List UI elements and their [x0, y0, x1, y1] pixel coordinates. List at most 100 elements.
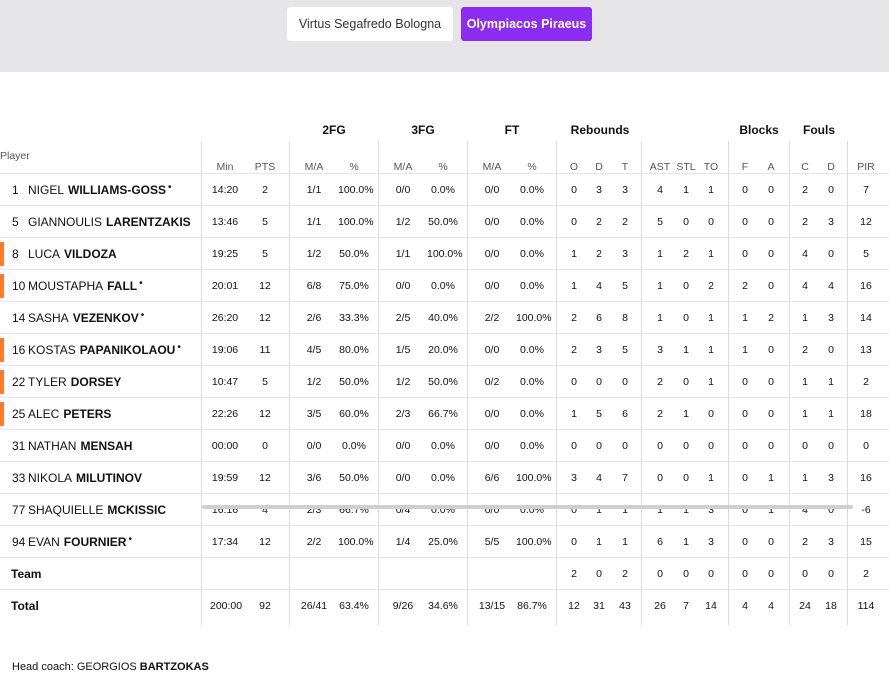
player-name[interactable]: 33 NIKOLA MILUTINOV — [12, 462, 142, 494]
cell-ft: 2/2 — [484, 312, 500, 324]
cell-ftp: 0.0% — [520, 376, 544, 388]
cell-fg2: 2/6 — [306, 312, 322, 324]
player-number: 25 — [12, 407, 26, 421]
player-firstname: NIKOLA — [28, 471, 73, 485]
col-reb-o[interactable]: O — [569, 161, 579, 173]
cell-pir: 2 — [863, 376, 869, 388]
table-row[interactable]: 22 TYLER DORSEY 10:47 5 1/2 50.0% 1/2 50.0% 0/2 0.… — [0, 365, 889, 397]
player-name[interactable]: 1 NIGEL WILLIAMS-GOSS • — [12, 174, 172, 206]
player-lastname: LARENTZAKIS — [106, 215, 191, 229]
cell-pts: 5 — [262, 376, 268, 388]
cell-ba: 0 — [768, 440, 774, 452]
cell-to: 1 — [708, 472, 714, 484]
tab-virtus-bologna[interactable]: Virtus Segafredo Bologna — [287, 7, 453, 41]
cell-pir: 13 — [860, 344, 872, 356]
table-row[interactable]: 25 ALEC PETERS 22:26 12 3/5 60.0% 2/3 66.7% 0/0 0.… — [0, 397, 889, 429]
cell-ftp — [516, 558, 548, 590]
col-ft-ma[interactable]: M/A — [482, 161, 502, 173]
cell-bf: 0 — [742, 248, 748, 260]
cell-stl: 0 — [683, 440, 689, 452]
divider — [847, 141, 848, 625]
cell-fd: 3 — [828, 536, 834, 548]
col-3fg-ma[interactable]: M/A — [393, 161, 413, 173]
col-min[interactable]: Min — [216, 161, 234, 173]
player-lastname: WILLIAMS-GOSS — [68, 183, 167, 197]
player-name[interactable]: 10 MOUSTAPHA FALL • — [12, 270, 143, 302]
cell-fd: 18 — [825, 600, 837, 612]
cell-to: 2 — [708, 280, 714, 292]
player-name[interactable]: 77 SHAQUIELLE MCKISSIC — [12, 494, 166, 526]
player-name[interactable]: 22 TYLER DORSEY — [12, 366, 121, 398]
cell-pir: 2 — [863, 568, 869, 580]
table-row[interactable]: 1 NIGEL WILLIAMS-GOSS • 14:20 2 1/1 100.0% 0/0 0.… — [0, 173, 889, 205]
cell-fc: 4 — [802, 504, 808, 516]
col-blk-f[interactable]: F — [741, 161, 749, 173]
cell-t: 5 — [622, 280, 628, 292]
cell-ft: 0/0 — [484, 504, 500, 516]
col-pir[interactable]: PIR — [857, 161, 875, 173]
cell-fg3 — [387, 558, 419, 590]
cell-fd: 0 — [828, 568, 834, 580]
table-row[interactable]: 5 GIANNOULIS LARENTZAKIS 13:46 5 1/1 100.0% 1/2… — [0, 205, 889, 237]
table-row[interactable]: 94 EVAN FOURNIER • 17:34 12 2/2 100.0% 1/4 25.0% 5… — [0, 525, 889, 557]
cell-ast: 4 — [657, 184, 663, 196]
table-row[interactable]: 33 NIKOLA MILUTINOV 19:59 12 3/6 50.0% 0/0 0.0% 6… — [0, 461, 889, 493]
col-fouls-c[interactable]: C — [801, 161, 809, 173]
col-3fg-pct[interactable]: % — [438, 161, 448, 173]
player-name[interactable]: 16 KOSTAS PAPANIKOLAOU • — [12, 334, 181, 366]
cell-ftp: 0.0% — [520, 504, 544, 516]
player-name[interactable]: 5 GIANNOULIS LARENTZAKIS — [12, 206, 191, 238]
group-rebounds: Rebounds — [570, 123, 630, 137]
cell-min: 10:47 — [211, 376, 239, 388]
cell-pir: 18 — [860, 408, 872, 420]
col-ast[interactable]: AST — [649, 161, 671, 173]
col-ft-pct[interactable]: % — [527, 161, 537, 173]
player-firstname: NATHAN — [28, 439, 77, 453]
col-2fg-ma[interactable]: M/A — [304, 161, 324, 173]
cell-fg3: 1/5 — [395, 344, 411, 356]
col-to[interactable]: TO — [703, 161, 719, 173]
cell-fg2 — [298, 558, 330, 590]
table-row[interactable]: 10 MOUSTAPHA FALL • 20:01 12 6/8 75.0% 0/0 0.0% 0/… — [0, 269, 889, 301]
player-lastname: PETERS — [63, 407, 112, 421]
col-reb-t[interactable]: T — [621, 161, 629, 173]
horizontal-scrollbar[interactable] — [202, 505, 853, 509]
cell-pts: 12 — [259, 536, 271, 548]
cell-pts: 5 — [262, 216, 268, 228]
cell-fg3: 1/2 — [395, 376, 411, 388]
player-name[interactable]: 14 SASHA VEZENKOV • — [12, 302, 144, 334]
table-row[interactable]: 8 LUCA VILDOZA 19:25 5 1/2 50.0% 1/1 100.0% 0/0 0.… — [0, 237, 889, 269]
cell-ba: 0 — [768, 536, 774, 548]
col-blk-a[interactable]: A — [767, 161, 775, 173]
player-name[interactable]: 8 LUCA VILDOZA — [12, 238, 117, 270]
group-fouls: Fouls — [803, 123, 835, 137]
team-switcher-bar: Virtus Segafredo Bologna Olympiacos Pira… — [0, 0, 889, 72]
cell-fc: 2 — [802, 536, 808, 548]
tab-olympiacos[interactable]: Olympiacos Piraeus — [461, 7, 592, 41]
table-row[interactable]: 14 SASHA VEZENKOV • 26:20 12 2/6 33.3% 2/5 40.0% 2… — [0, 301, 889, 333]
cell-o: 0 — [571, 184, 577, 196]
player-name[interactable]: 94 EVAN FOURNIER • — [12, 526, 132, 558]
col-reb-d[interactable]: D — [595, 161, 603, 173]
table-row[interactable]: 31 NATHAN MENSAH 00:00 0 0/0 0.0% 0/0 0.0% 0/0 0.0… — [0, 429, 889, 461]
cell-ftp: 100.0% — [516, 472, 552, 484]
cell-ast: 1 — [657, 280, 663, 292]
group-3fg: 3FG — [411, 123, 435, 137]
col-stl[interactable]: STL — [676, 161, 696, 173]
cell-fg3p: 66.7% — [428, 408, 458, 420]
cell-d: 0 — [596, 568, 602, 580]
team-row: Team 2 0 2 0 0 0 0 0 0 0 2 — [0, 557, 889, 589]
cell-ft: 0/0 — [484, 408, 500, 420]
col-fouls-d[interactable]: D — [827, 161, 835, 173]
player-name[interactable]: 25 ALEC PETERS — [12, 398, 111, 430]
cell-fg3: 0/4 — [395, 504, 411, 516]
player-name[interactable]: 31 NATHAN MENSAH — [12, 430, 132, 462]
table-row[interactable]: 16 KOSTAS PAPANIKOLAOU • 19:06 11 4/5 80.0% 1/5 2… — [0, 333, 889, 365]
cell-ft: 5/5 — [484, 536, 500, 548]
cell-fc: 2 — [802, 216, 808, 228]
cell-min — [210, 558, 240, 590]
col-2fg-pct[interactable]: % — [349, 161, 359, 173]
table-row[interactable]: 77 SHAQUIELLE MCKISSIC 16:16 4 2/3 66.7% 0/4 0.0… — [0, 493, 889, 525]
col-pts[interactable]: PTS — [254, 161, 276, 173]
cell-fd: 3 — [828, 472, 834, 484]
